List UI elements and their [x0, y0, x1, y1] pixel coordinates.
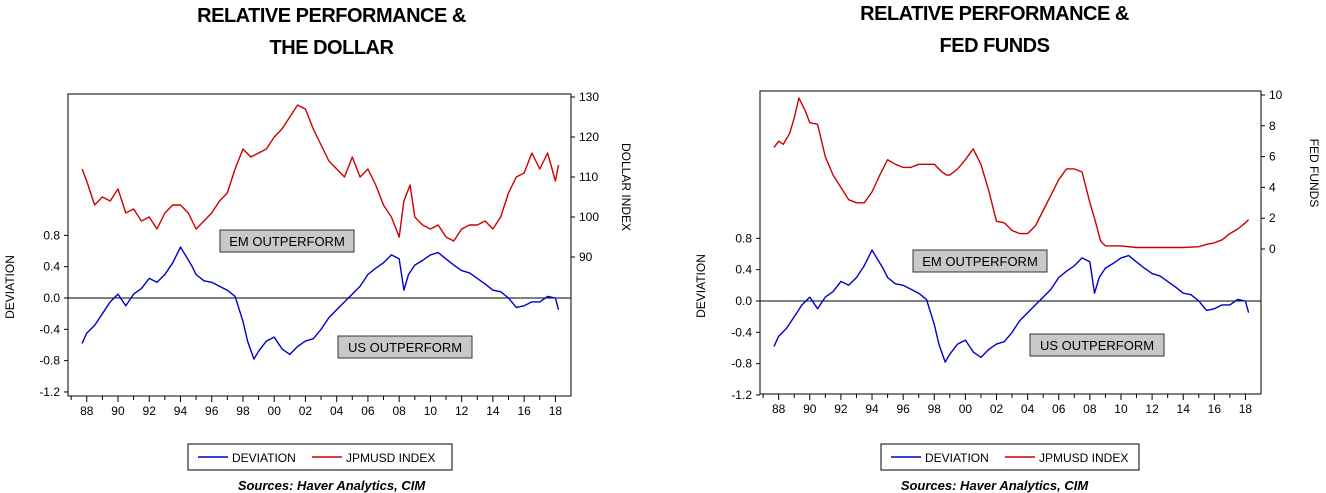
- y-axis-title: DEVIATION: [694, 254, 708, 318]
- legend-label-index: JPMUSD INDEX: [1039, 451, 1128, 465]
- chart-title-line-2: FED FUNDS: [939, 35, 1050, 57]
- x-tick-label: 08: [392, 404, 406, 418]
- x-tick-label: 88: [80, 404, 94, 418]
- annotation-box: [219, 229, 355, 253]
- y2-axis-title: DOLLAR INDEX: [619, 143, 633, 231]
- x-tick-label: 18: [1239, 402, 1253, 416]
- chart-panel-dollar: RELATIVE PERFORMANCE & THE DOLLAR -1.2 -0…: [0, 0, 663, 493]
- series-line-index: [773, 97, 1250, 249]
- annotation-em-outperform: EM OUTPERFORM: [229, 234, 345, 249]
- annotation-us-outperform: US OUTPERFORM: [1040, 338, 1154, 353]
- y2-tick-label: 6: [1269, 150, 1276, 164]
- x-tick-label: 92: [143, 404, 157, 418]
- y2-tick-label: 130: [579, 90, 599, 104]
- x-tick-label: 92: [834, 402, 848, 416]
- x-tick-label: 10: [424, 404, 438, 418]
- y-tick-label: -1.2: [731, 388, 752, 402]
- x-tick-label: 14: [1177, 402, 1191, 416]
- x-tick-label: 18: [549, 404, 563, 418]
- y-tick-label: 0.8: [43, 228, 60, 242]
- y-tick-label: -0.4: [731, 325, 752, 339]
- y-tick-label: 0.4: [43, 260, 60, 274]
- annotation-box: [1029, 333, 1165, 357]
- y2-axis-title: FED FUNDS: [1307, 139, 1321, 208]
- x-tick-label: 96: [205, 404, 219, 418]
- chart-title-line-2: THE DOLLAR: [269, 37, 394, 59]
- legend-label-deviation: DEVIATION: [925, 451, 989, 465]
- annotation-box: [912, 249, 1048, 273]
- x-tick-label: 00: [959, 402, 973, 416]
- series-line-index: [81, 104, 560, 242]
- y2-tick-label: 110: [579, 170, 598, 184]
- x-tick-label: 98: [236, 404, 250, 418]
- y-tick-label: -0.4: [39, 322, 60, 336]
- x-tick-label: 98: [928, 402, 942, 416]
- x-tick-label: 08: [1083, 402, 1097, 416]
- y2-tick-label: 8: [1269, 119, 1276, 133]
- x-tick-label: 12: [455, 404, 469, 418]
- source-note: Sources: Haver Analytics, CIM: [237, 478, 426, 493]
- x-tick-label: 88: [772, 402, 786, 416]
- y2-tick-label: 100: [579, 210, 599, 224]
- chart-title-line-1: RELATIVE PERFORMANCE &: [197, 5, 466, 27]
- y-tick-label: 0.0: [43, 291, 60, 305]
- x-tick-label: 12: [1145, 402, 1159, 416]
- y2-tick-label: 2: [1269, 211, 1276, 225]
- x-tick-label: 90: [111, 404, 125, 418]
- plot-area: [759, 90, 1262, 395]
- y2-tick-label: 120: [579, 130, 599, 144]
- y-tick-label: -1.2: [39, 385, 60, 399]
- source-note: Sources: Haver Analytics, CIM: [900, 478, 1089, 493]
- x-tick-label: 14: [486, 404, 500, 418]
- annotation-us-outperform: US OUTPERFORM: [348, 340, 462, 355]
- x-tick-label: 06: [1052, 402, 1066, 416]
- chart-title-line-1: RELATIVE PERFORMANCE &: [860, 3, 1129, 25]
- y-tick-label: 0.4: [735, 263, 752, 277]
- x-tick-label: 10: [1114, 402, 1128, 416]
- chart-title: RELATIVE PERFORMANCE & FED FUNDS: [663, 0, 1326, 62]
- series-line-deviation: [773, 249, 1250, 363]
- legend-label-deviation: DEVIATION: [232, 451, 296, 465]
- annotation-em-outperform: EM OUTPERFORM: [922, 254, 1038, 269]
- x-tick-label: 94: [865, 402, 879, 416]
- y-tick-label: -0.8: [39, 354, 60, 368]
- y2-tick-label: 90: [579, 250, 593, 264]
- annotation-box: [337, 335, 473, 359]
- x-tick-label: 06: [361, 404, 375, 418]
- y-tick-label: 0.8: [735, 231, 752, 245]
- x-tick-label: 04: [330, 404, 344, 418]
- x-tick-label: 90: [803, 402, 817, 416]
- x-tick-label: 16: [517, 404, 531, 418]
- y-axis-title: DEVIATION: [3, 255, 17, 319]
- y-tick-label: 0.0: [735, 294, 752, 308]
- y2-tick-label: 10: [1269, 88, 1283, 102]
- y2-tick-label: 0: [1269, 242, 1276, 256]
- chart-title: RELATIVE PERFORMANCE & THE DOLLAR: [0, 0, 663, 64]
- chart-dollar-svg: -1.2 -0.8 -0.4 0.0 0.4 0.8 90 100 110 120 130 88 90 9…: [3, 90, 633, 471]
- x-tick-label: 94: [174, 404, 188, 418]
- chart-panel-fed-funds: RELATIVE PERFORMANCE & FED FUNDS -1.2 -0.…: [663, 0, 1326, 493]
- x-tick-label: 96: [896, 402, 910, 416]
- x-tick-label: 02: [990, 402, 1004, 416]
- x-tick-label: 04: [1021, 402, 1035, 416]
- y-tick-label: -0.8: [731, 357, 752, 371]
- x-tick-label: 16: [1208, 402, 1222, 416]
- x-tick-label: 00: [268, 404, 282, 418]
- y2-tick-label: 4: [1269, 180, 1276, 194]
- x-tick-label: 02: [299, 404, 313, 418]
- series-line-deviation: [81, 246, 560, 360]
- legend-label-index: JPMUSD INDEX: [346, 451, 435, 465]
